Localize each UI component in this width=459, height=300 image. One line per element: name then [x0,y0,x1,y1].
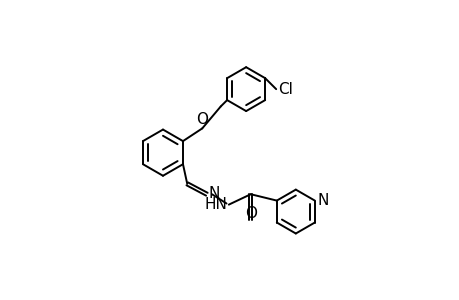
Text: O: O [244,206,256,221]
Text: HN: HN [204,197,227,212]
Text: O: O [196,112,208,127]
Text: Cl: Cl [278,82,293,97]
Text: N: N [208,186,219,201]
Text: N: N [316,193,328,208]
